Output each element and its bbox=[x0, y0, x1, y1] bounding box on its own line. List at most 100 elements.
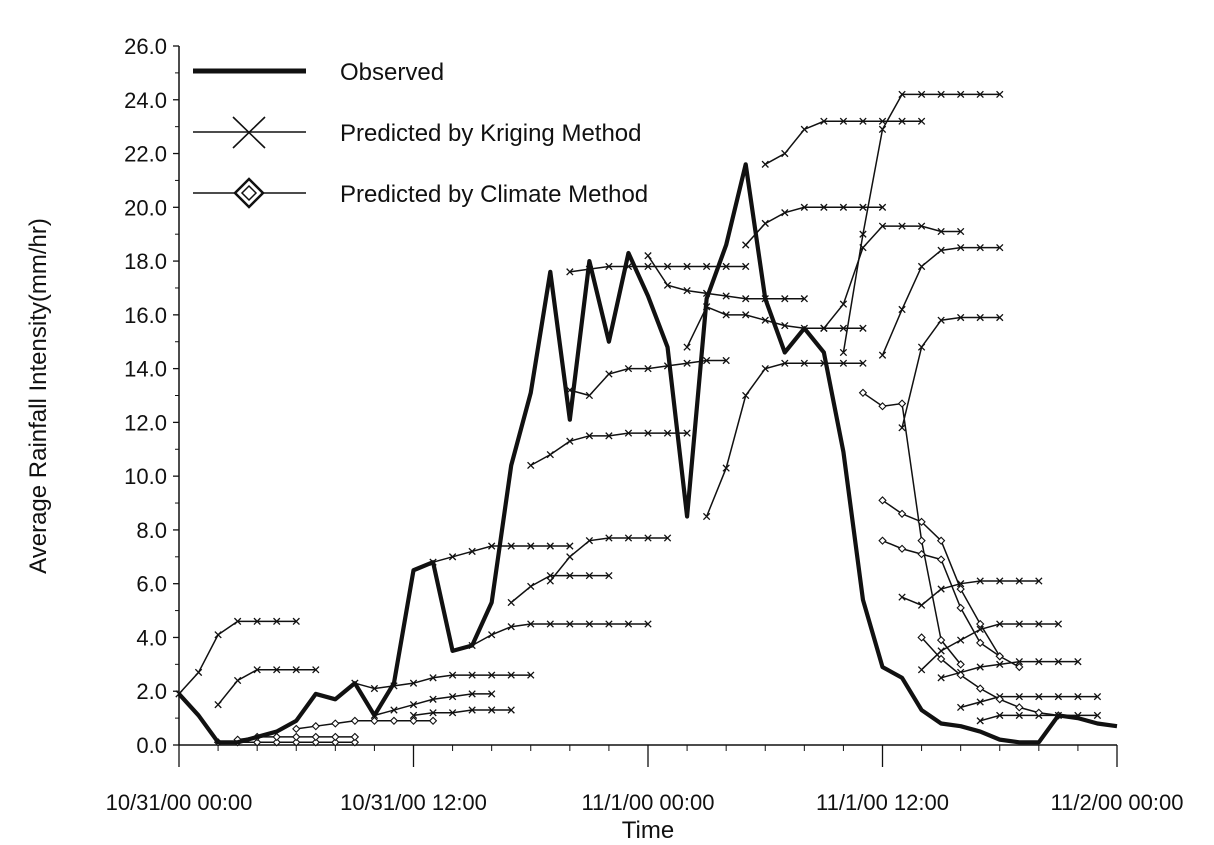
kriging-point bbox=[527, 461, 535, 470]
kriging-point bbox=[527, 620, 535, 628]
kriging-point bbox=[546, 620, 554, 628]
kriging-point bbox=[488, 542, 496, 550]
kriging-point bbox=[663, 281, 672, 289]
kriging-point bbox=[976, 698, 984, 706]
kriging-point bbox=[957, 243, 965, 252]
climate-point bbox=[917, 633, 926, 642]
kriging-point bbox=[702, 512, 711, 521]
climate-point bbox=[917, 517, 926, 527]
climate-point bbox=[370, 716, 379, 725]
kriging-point bbox=[898, 222, 906, 230]
kriging-point bbox=[996, 313, 1004, 322]
kriging-point bbox=[1015, 620, 1023, 628]
kriging-point bbox=[878, 351, 887, 359]
kriging-point bbox=[644, 620, 652, 628]
climate-point bbox=[995, 652, 1004, 661]
kriging-point bbox=[546, 450, 554, 459]
kriging-point bbox=[722, 464, 730, 472]
y-tick-label: 10.0 bbox=[124, 464, 167, 489]
y-tick-label: 14.0 bbox=[124, 357, 167, 382]
climate-point bbox=[956, 660, 965, 669]
kriging-point bbox=[429, 695, 437, 703]
kriging-point bbox=[781, 295, 789, 303]
y-tick-label: 24.0 bbox=[124, 88, 167, 113]
legend-observed-label: Observed bbox=[340, 59, 444, 86]
kriging-point bbox=[292, 617, 300, 625]
kriging-point bbox=[800, 359, 808, 367]
kriging-point bbox=[859, 324, 867, 332]
y-tick-label: 0.0 bbox=[136, 733, 167, 758]
kriging-point bbox=[878, 222, 887, 230]
kriging-series-line bbox=[901, 316, 1000, 428]
kriging-point bbox=[1074, 692, 1082, 701]
kriging-series-line bbox=[471, 623, 648, 647]
kriging-point bbox=[781, 209, 789, 217]
axes bbox=[173, 45, 1118, 767]
kriging-point bbox=[937, 585, 945, 593]
kriging-point bbox=[448, 692, 457, 701]
legend-climate-diamond-inner bbox=[240, 184, 258, 202]
x-axis-title: Time bbox=[622, 817, 674, 844]
x-tick-label: 11/1/00 12:00 bbox=[816, 790, 949, 815]
kriging-point bbox=[624, 429, 633, 437]
kriging-point bbox=[800, 295, 808, 303]
kriging-point bbox=[996, 577, 1004, 585]
kriging-series-line bbox=[354, 674, 531, 690]
kriging-point bbox=[644, 252, 652, 260]
observed-series-line bbox=[177, 162, 1118, 745]
climate-point bbox=[292, 732, 301, 742]
kriging-series-line bbox=[881, 246, 1000, 356]
climate-point bbox=[917, 549, 926, 559]
kriging-point bbox=[800, 203, 808, 211]
kriging-point bbox=[605, 262, 613, 271]
climate-point bbox=[956, 670, 965, 680]
climate-point bbox=[389, 716, 399, 725]
climate-point bbox=[311, 732, 320, 742]
kriging-point bbox=[507, 706, 515, 714]
kriging-series-line bbox=[217, 668, 316, 706]
climate-point bbox=[311, 722, 320, 731]
y-tick-label: 20.0 bbox=[124, 195, 167, 220]
kriging-point bbox=[1093, 711, 1102, 720]
climate-series-line bbox=[862, 392, 962, 665]
x-tick-label: 10/31/00 12:00 bbox=[340, 790, 487, 815]
kriging-point bbox=[605, 432, 613, 440]
kriging-point bbox=[742, 262, 750, 271]
kriging-point bbox=[839, 300, 848, 308]
y-tick-label: 18.0 bbox=[124, 249, 167, 274]
kriging-point bbox=[1093, 692, 1102, 701]
kriging-point bbox=[996, 243, 1004, 252]
kriging-point bbox=[937, 647, 945, 655]
kriging-point bbox=[937, 316, 945, 324]
kriging-series-line bbox=[842, 93, 1000, 353]
kriging-point bbox=[898, 90, 906, 99]
climate-point bbox=[897, 544, 907, 553]
kriging-point bbox=[488, 706, 496, 714]
climate-point bbox=[956, 584, 965, 594]
kriging-series-line bbox=[960, 695, 1098, 709]
kriging-point bbox=[937, 246, 945, 254]
climate-point bbox=[858, 388, 868, 397]
kriging-point bbox=[663, 262, 672, 271]
x-tick-label: 11/2/00 00:00 bbox=[1051, 790, 1184, 815]
climate-point bbox=[350, 716, 360, 725]
kriging-series-line bbox=[940, 660, 1078, 679]
kriging-point bbox=[976, 717, 984, 725]
kriging-point bbox=[1054, 657, 1063, 666]
kriging-point bbox=[624, 534, 633, 542]
kriging-point bbox=[1015, 692, 1023, 701]
kriging-point bbox=[761, 316, 769, 324]
climate-point bbox=[878, 402, 887, 411]
kriging-point bbox=[898, 424, 906, 432]
climate-point bbox=[976, 684, 985, 693]
kriging-point bbox=[1015, 657, 1023, 666]
kriging-point bbox=[683, 262, 691, 271]
kriging-series-line bbox=[921, 623, 1059, 671]
kriging-point bbox=[488, 690, 496, 698]
climate-point bbox=[428, 716, 438, 725]
kriging-point bbox=[839, 117, 848, 125]
climate-point bbox=[1015, 703, 1024, 712]
kriging-point bbox=[507, 623, 515, 631]
y-tick-label: 12.0 bbox=[124, 410, 167, 435]
